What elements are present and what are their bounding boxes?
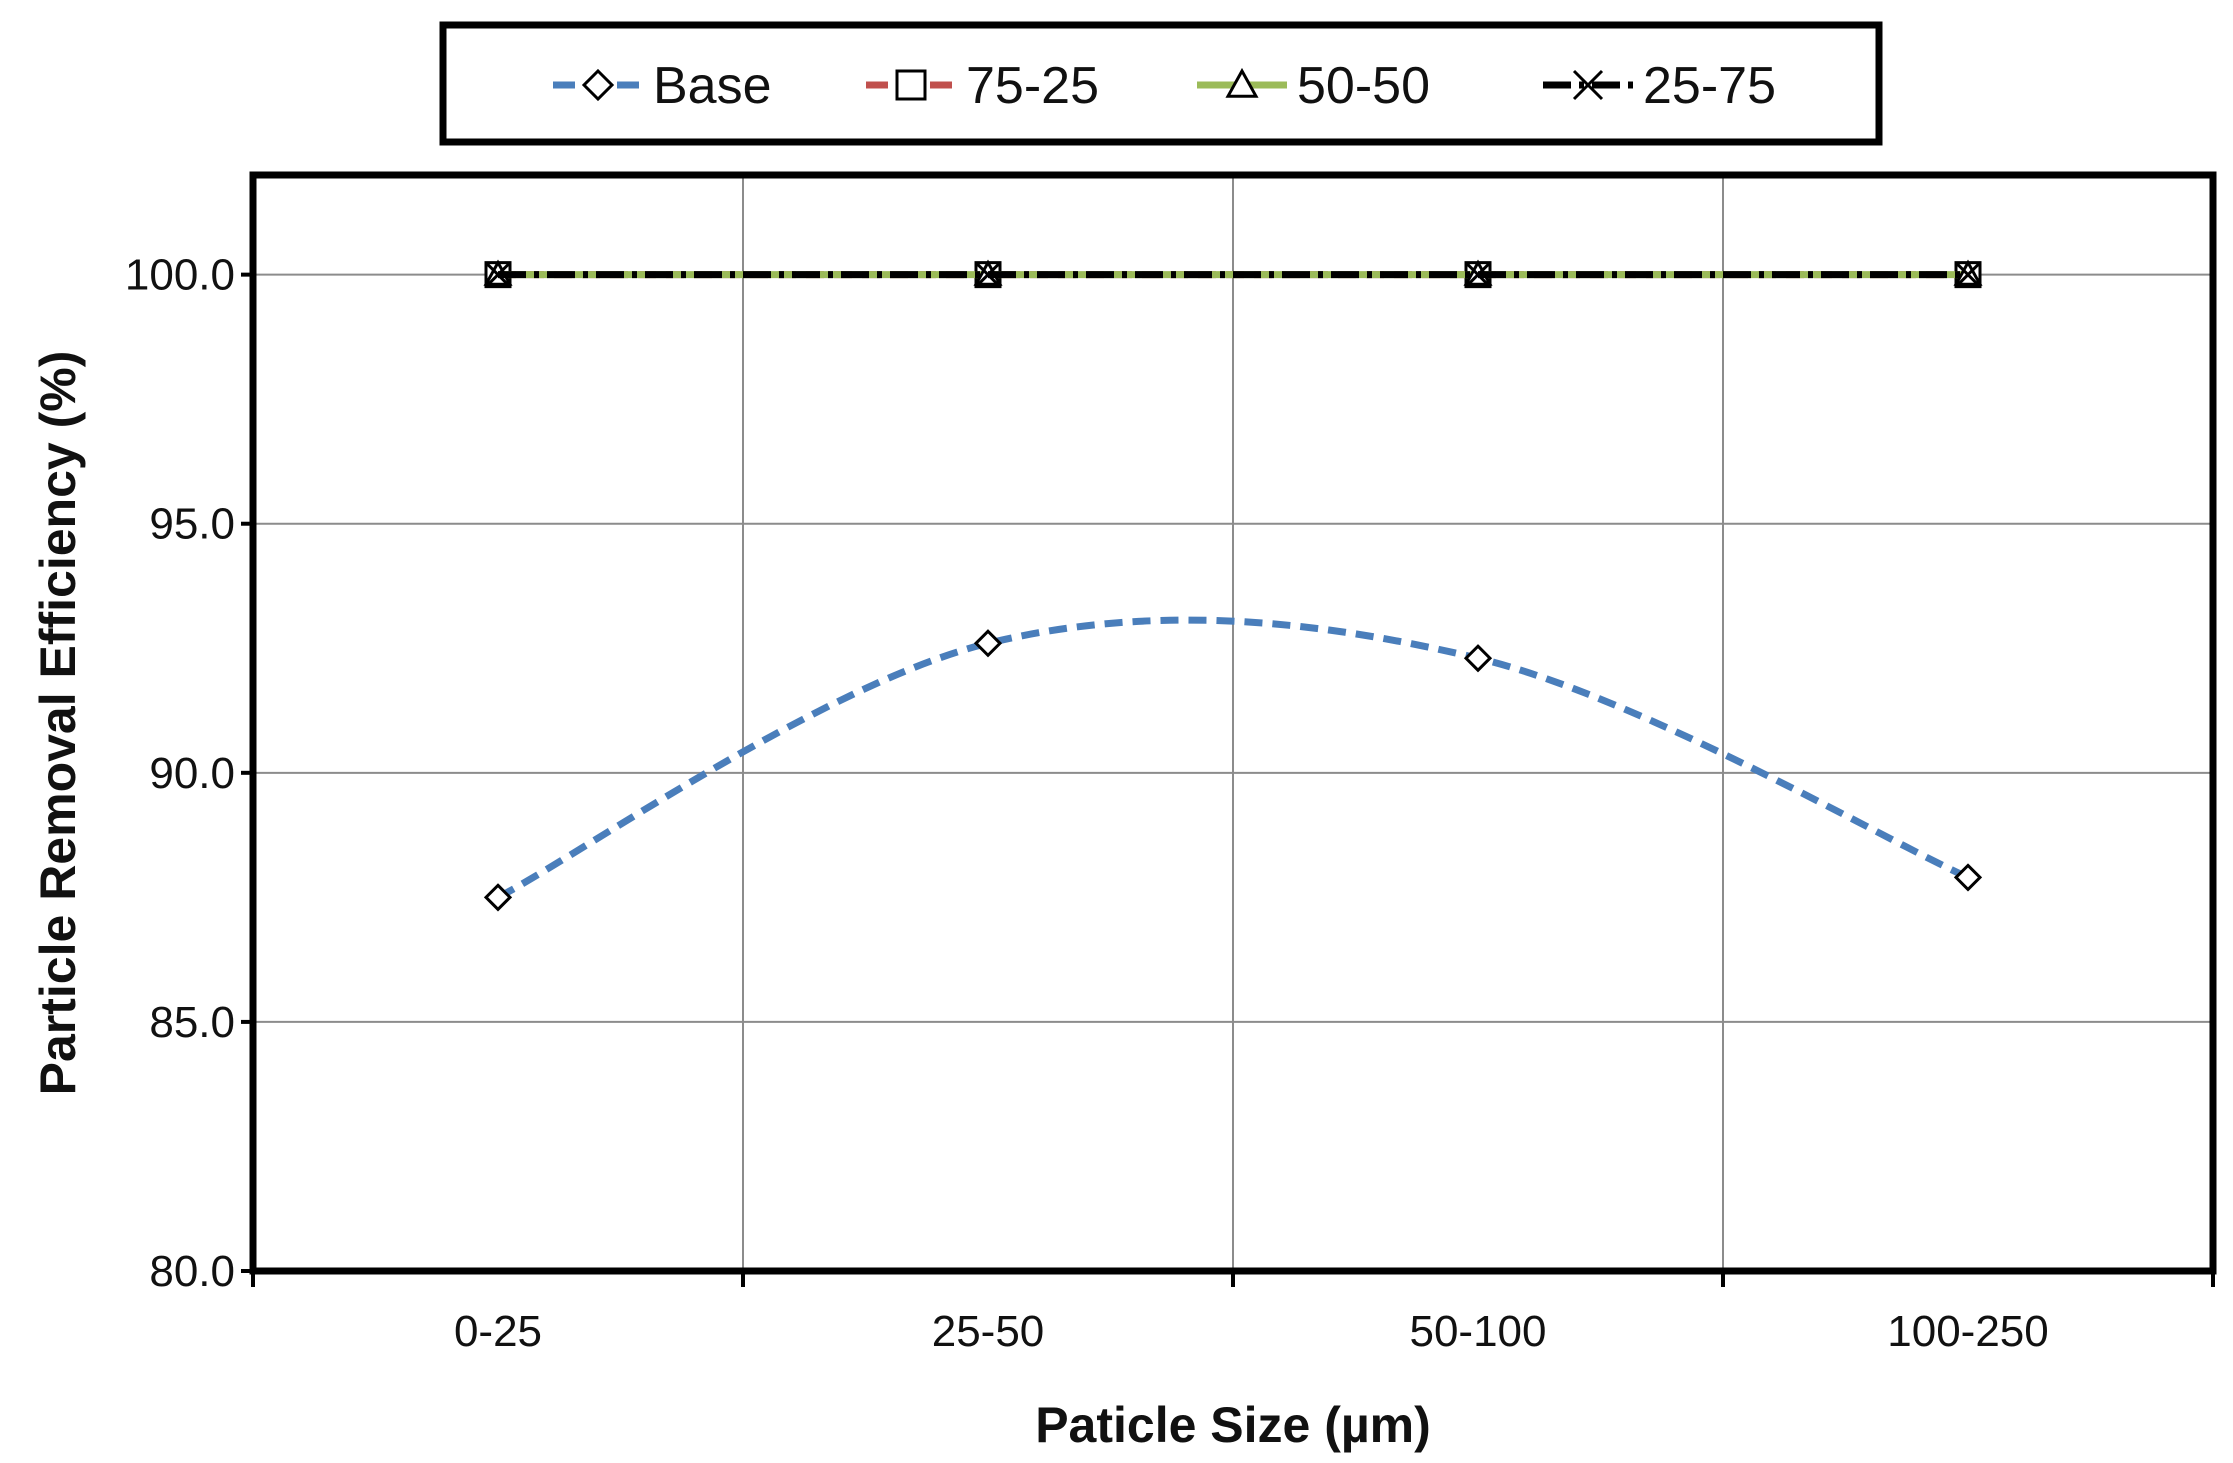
- y-tick-label: 100.0: [125, 251, 235, 300]
- legend-entry-50-50: 50-50: [1197, 57, 1430, 115]
- series-25-75: [484, 261, 1982, 288]
- x-axis-title: Paticle Size (µm): [1035, 1397, 1431, 1453]
- legend-entry-Base: Base: [553, 57, 772, 115]
- legend: Base 75-25 50-50 25-75: [553, 57, 1776, 115]
- x-tick-label: 100-250: [1887, 1307, 2048, 1356]
- diamond-marker: [1953, 863, 1983, 892]
- axes: 80.0 85.0 90.0 95.0 100.0 0-25 25-50 50-100 100-…: [125, 251, 2215, 1356]
- y-tick-label: 85.0: [149, 998, 235, 1047]
- series-layer: [483, 259, 1983, 912]
- x-marker-stroke: [1464, 261, 1492, 288]
- series-Base: [483, 616, 1983, 912]
- legend-label: Base: [653, 57, 772, 115]
- legend-label: 75-25: [966, 57, 1099, 115]
- series-line: [496, 616, 1970, 901]
- y-tick-label: 95.0: [149, 500, 235, 549]
- legend-box: [439, 21, 1883, 146]
- legend-label: 25-75: [1643, 57, 1776, 115]
- y-tick-label: 80.0: [149, 1247, 235, 1296]
- y-tick-label: 90.0: [149, 749, 235, 798]
- x-marker-stroke: [484, 261, 512, 288]
- legend-entry-75-25: 75-25: [866, 57, 1099, 115]
- x-tick-label: 50-100: [1409, 1307, 1546, 1356]
- x-tick-label: 25-50: [932, 1307, 1045, 1356]
- x-tick-label: 0-25: [454, 1307, 542, 1356]
- diamond-marker: [1463, 644, 1493, 673]
- legend-label: 50-50: [1297, 57, 1430, 115]
- diamond-marker: [581, 68, 615, 102]
- triangle-marker: [1225, 67, 1259, 98]
- x-marker-stroke: [974, 261, 1002, 288]
- y-axis-title: Particle Removal Efficiency (%): [30, 351, 86, 1096]
- x-marker-stroke: [1572, 69, 1604, 101]
- diamond-marker: [973, 629, 1003, 658]
- x-marker-stroke: [1954, 261, 1982, 288]
- diamond-marker: [483, 883, 513, 912]
- legend-entry-25-75: 25-75: [1543, 57, 1776, 115]
- square-marker: [895, 69, 927, 101]
